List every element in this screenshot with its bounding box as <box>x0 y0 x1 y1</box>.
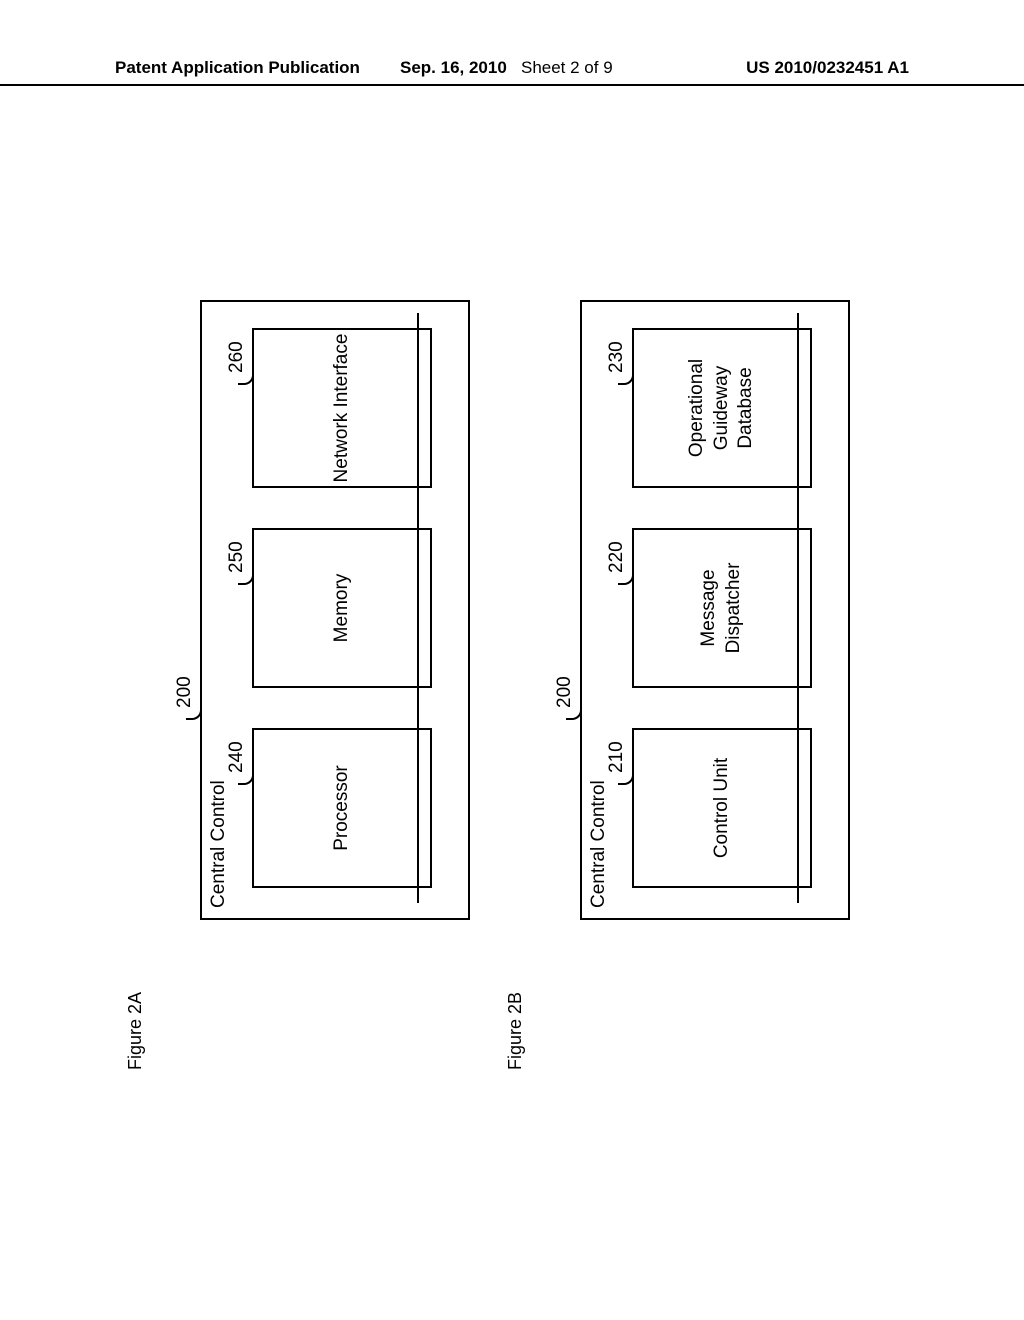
fig2b-outer-tick <box>566 706 582 720</box>
fig2b-wrap: Central Control 200 Control Unit 210 Mes… <box>580 300 850 920</box>
page: Patent Application Publication Sep. 16, … <box>0 0 1024 1320</box>
fig2a-outer-ref: 200 <box>174 676 196 708</box>
fig2a-box-memory: Memory <box>252 528 432 688</box>
fig2a-label: Figure 2A <box>125 992 146 1070</box>
fig2b-box3-label: Operational Guideway Database <box>685 330 759 486</box>
fig2a-wrap: Central Control 200 Processor 240 Memory… <box>200 300 470 920</box>
fig2b-box1-ref: 210 <box>606 741 628 773</box>
fig2a-box2-ref: 250 <box>226 541 248 573</box>
fig2b-box-database: Operational Guideway Database <box>632 328 812 488</box>
fig2a-box2-label: Memory <box>330 574 355 643</box>
fig2a-box3-ref: 260 <box>226 341 248 373</box>
fig2a-box1-label: Processor <box>330 765 355 851</box>
fig2b-box-controlunit: Control Unit <box>632 728 812 888</box>
fig2b-title: Central Control <box>588 780 610 908</box>
fig2a-label-wrap: Figure 2A <box>125 992 146 1070</box>
fig2b-label: Figure 2B <box>505 992 526 1070</box>
fig2a-box-network: Network Interface <box>252 328 432 488</box>
fig2a-box1-ref: 240 <box>226 741 248 773</box>
header-date: Sep. 16, 2010 <box>400 58 507 77</box>
fig2b-outer-box: Central Control 200 Control Unit 210 Mes… <box>580 300 850 920</box>
fig2b-box1-label: Control Unit <box>710 758 735 858</box>
fig2b-box-dispatcher: Message Dispatcher <box>632 528 812 688</box>
fig2b-box2-label: Message Dispatcher <box>697 530 746 686</box>
header-center: Sep. 16, 2010 Sheet 2 of 9 <box>400 58 613 78</box>
fig2b-baseline <box>797 313 799 903</box>
fig2a-baseline <box>417 313 419 903</box>
fig2a-box-processor: Processor <box>252 728 432 888</box>
header-sheet: Sheet 2 of 9 <box>521 58 613 77</box>
header-pubnum: US 2010/0232451 A1 <box>746 58 909 78</box>
page-header: Patent Application Publication Sep. 16, … <box>0 78 1024 86</box>
fig2b-outer-ref: 200 <box>554 676 576 708</box>
fig2a-title: Central Control <box>208 780 230 908</box>
fig2b-label-wrap: Figure 2B <box>505 992 526 1070</box>
fig2b-box3-ref: 230 <box>606 341 628 373</box>
header-left: Patent Application Publication <box>115 58 360 78</box>
fig2a-outer-tick <box>186 706 202 720</box>
fig2b-box2-ref: 220 <box>606 541 628 573</box>
fig2a-box3-label: Network Interface <box>330 334 355 483</box>
fig2a-outer-box: Central Control 200 Processor 240 Memory… <box>200 300 470 920</box>
